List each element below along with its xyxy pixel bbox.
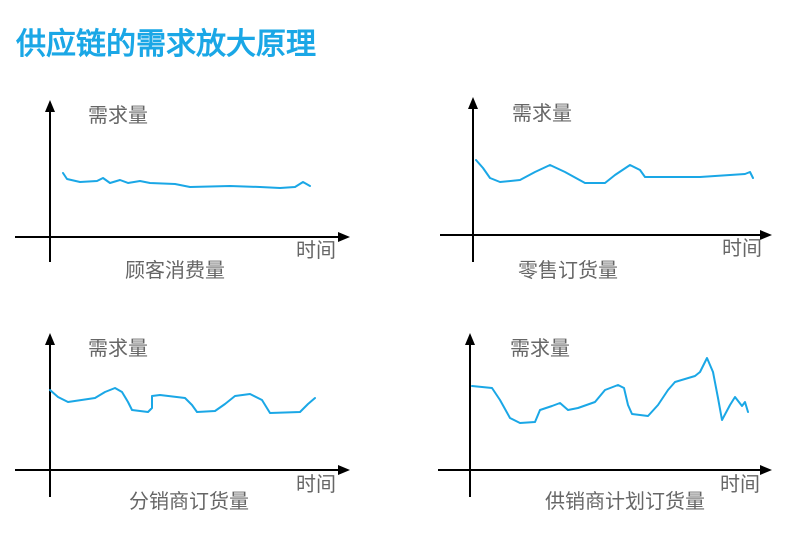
title: 供应链的需求放大原理 <box>15 27 316 62</box>
caption: 顾客消费量 <box>125 258 225 282</box>
panel: 需求量 时间 供销商计划订货量 <box>438 333 772 513</box>
x-label: 时间 <box>720 472 760 496</box>
panel: 需求量 时间 分销商订货量 <box>15 333 350 513</box>
demand-curve <box>471 357 749 424</box>
arrow <box>760 465 772 475</box>
arrow <box>338 465 350 475</box>
demand-curve <box>49 387 316 414</box>
demand-curve <box>62 172 311 189</box>
arrow <box>760 230 772 240</box>
y-label: 需求量 <box>510 336 570 360</box>
y-label: 需求量 <box>512 101 572 125</box>
panel: 需求量 时间 顾客消费量 <box>15 100 350 282</box>
arrow <box>465 333 475 345</box>
demand-curve <box>475 159 754 184</box>
arrow <box>45 100 55 112</box>
x-label: 时间 <box>296 238 336 262</box>
arrow <box>338 232 350 242</box>
x-label: 时间 <box>296 472 336 496</box>
arrow <box>468 97 478 109</box>
caption: 供销商计划订货量 <box>545 489 705 513</box>
panel: 需求量 时间 零售订货量 <box>440 97 772 282</box>
x-label: 时间 <box>722 236 762 260</box>
caption: 零售订货量 <box>518 258 618 282</box>
caption: 分销商订货量 <box>129 489 249 513</box>
arrow <box>45 333 55 345</box>
y-label: 需求量 <box>88 336 148 360</box>
y-label: 需求量 <box>88 103 148 127</box>
